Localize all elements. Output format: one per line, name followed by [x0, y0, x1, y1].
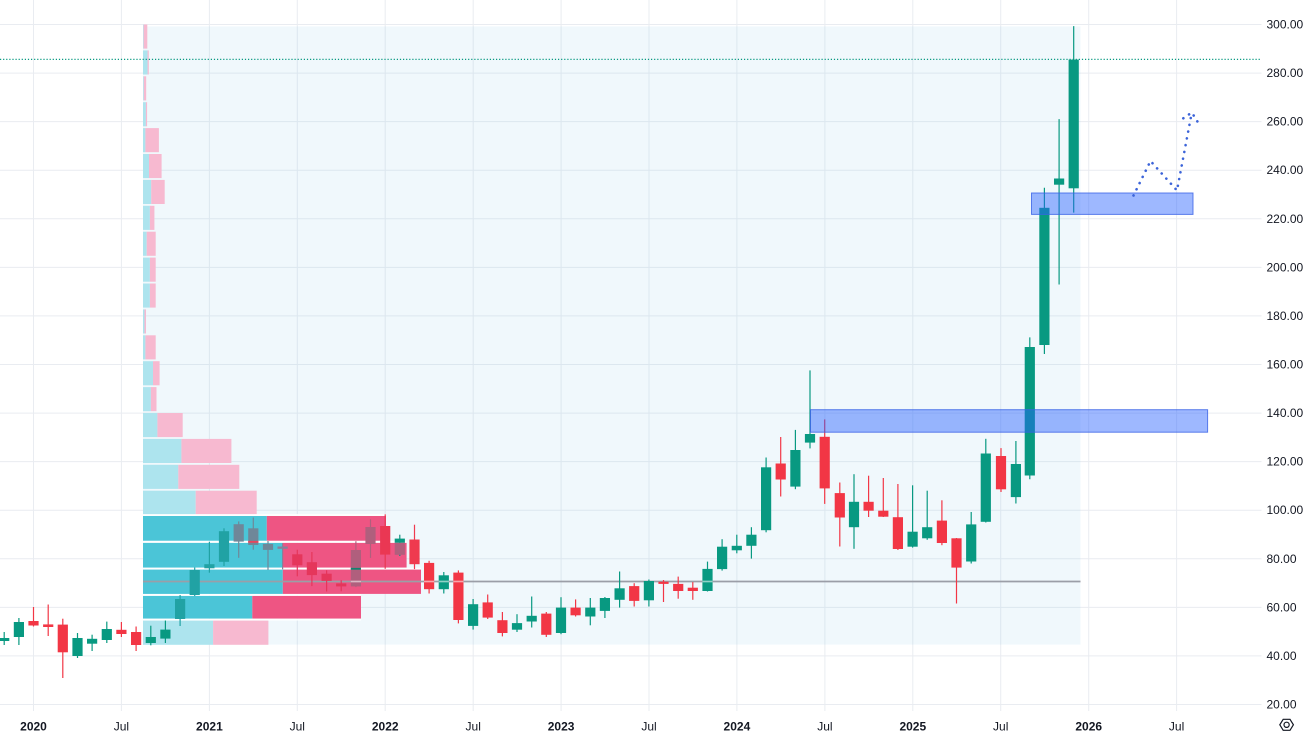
svg-text:120.00: 120.00	[1267, 455, 1304, 469]
svg-text:180.00: 180.00	[1267, 309, 1304, 323]
svg-text:Jul: Jul	[817, 720, 832, 734]
svg-text:Jul: Jul	[466, 720, 481, 734]
svg-text:2021: 2021	[196, 720, 223, 734]
svg-text:Jul: Jul	[114, 720, 129, 734]
svg-text:2025: 2025	[899, 720, 926, 734]
svg-text:260.00: 260.00	[1267, 115, 1304, 129]
svg-text:280.00: 280.00	[1267, 66, 1304, 80]
svg-text:Jul: Jul	[290, 720, 305, 734]
svg-text:20.00: 20.00	[1267, 698, 1297, 712]
svg-text:Jul: Jul	[1169, 720, 1184, 734]
svg-text:220.00: 220.00	[1267, 212, 1304, 226]
svg-text:Jul: Jul	[641, 720, 656, 734]
svg-text:60.00: 60.00	[1267, 600, 1297, 614]
svg-text:200.00: 200.00	[1267, 260, 1304, 274]
svg-text:300.00: 300.00	[1267, 18, 1304, 32]
svg-text:2026: 2026	[1075, 720, 1102, 734]
svg-text:2022: 2022	[372, 720, 399, 734]
svg-text:2020: 2020	[20, 720, 47, 734]
svg-text:2024: 2024	[724, 720, 751, 734]
svg-text:2023: 2023	[548, 720, 575, 734]
svg-text:80.00: 80.00	[1267, 552, 1297, 566]
svg-text:140.00: 140.00	[1267, 406, 1304, 420]
svg-text:40.00: 40.00	[1267, 649, 1297, 663]
svg-text:100.00: 100.00	[1267, 503, 1304, 517]
svg-text:Jul: Jul	[993, 720, 1008, 734]
svg-text:240.00: 240.00	[1267, 163, 1304, 177]
svg-text:160.00: 160.00	[1267, 358, 1304, 372]
